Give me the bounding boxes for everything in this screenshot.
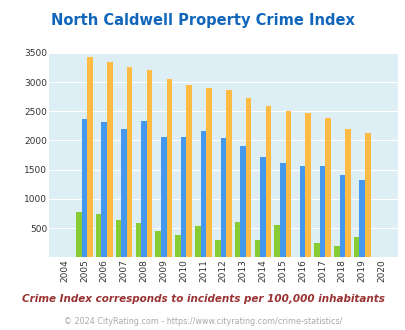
Bar — [313, 243, 319, 257]
Bar — [200, 131, 206, 257]
Text: © 2024 CityRating.com - https://www.cityrating.com/crime-statistics/: © 2024 CityRating.com - https://www.city… — [64, 317, 341, 326]
Bar — [107, 62, 112, 257]
Bar — [353, 237, 358, 257]
Bar — [319, 166, 324, 257]
Bar — [195, 226, 200, 257]
Bar — [339, 175, 344, 257]
Bar — [155, 231, 161, 257]
Bar — [87, 57, 92, 257]
Bar — [364, 133, 370, 257]
Bar — [127, 67, 132, 257]
Bar — [141, 121, 146, 257]
Bar — [96, 214, 101, 257]
Bar — [115, 220, 121, 257]
Bar — [299, 166, 305, 257]
Bar — [344, 129, 350, 257]
Bar — [180, 137, 186, 257]
Bar — [279, 163, 285, 257]
Bar — [226, 90, 231, 257]
Bar — [333, 246, 339, 257]
Text: North Caldwell Property Crime Index: North Caldwell Property Crime Index — [51, 13, 354, 28]
Bar — [260, 157, 265, 257]
Text: Crime Index corresponds to incidents per 100,000 inhabitants: Crime Index corresponds to incidents per… — [21, 294, 384, 304]
Bar — [220, 138, 226, 257]
Bar — [324, 118, 330, 257]
Bar — [101, 122, 107, 257]
Bar — [146, 70, 152, 257]
Bar — [121, 129, 127, 257]
Bar — [76, 212, 81, 257]
Bar — [305, 113, 310, 257]
Bar — [274, 225, 279, 257]
Bar — [254, 241, 260, 257]
Bar — [245, 98, 251, 257]
Bar — [240, 146, 245, 257]
Bar — [166, 79, 172, 257]
Bar — [214, 241, 220, 257]
Bar — [161, 137, 166, 257]
Bar — [285, 111, 290, 257]
Bar — [81, 119, 87, 257]
Bar — [358, 180, 364, 257]
Bar — [206, 88, 211, 257]
Bar — [234, 222, 240, 257]
Bar — [175, 235, 180, 257]
Bar — [186, 85, 192, 257]
Bar — [265, 106, 271, 257]
Bar — [135, 223, 141, 257]
